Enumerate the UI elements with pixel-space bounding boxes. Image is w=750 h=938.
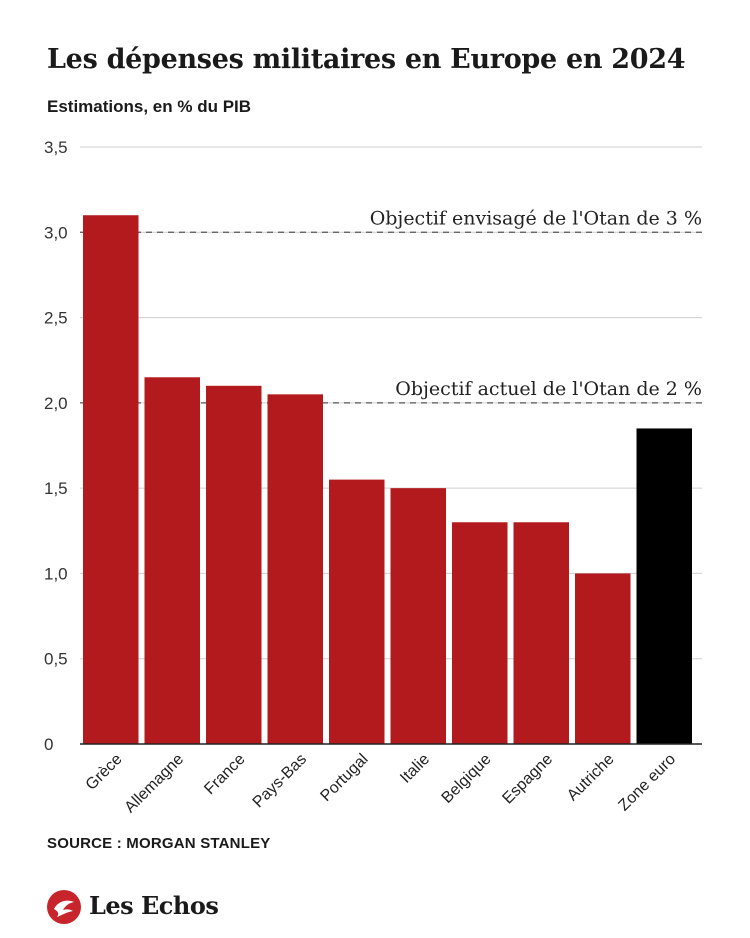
x-tick-label: Pays-Bas (250, 751, 310, 811)
bar (575, 573, 631, 744)
bar (83, 215, 139, 744)
bar (513, 522, 569, 744)
les-echos-logo-icon (47, 890, 81, 924)
bar (206, 385, 262, 744)
y-tick-label: 0,5 (44, 650, 68, 669)
bar-chart: 0 0,5 1,0 1,5 2,0 2,5 3,0 3,5 Objectif envisagé … (44, 138, 702, 817)
bar (267, 394, 323, 744)
y-tick-label: 0 (44, 735, 53, 754)
brand-name: Les Echos (89, 891, 219, 920)
y-tick-label: 1,0 (44, 564, 68, 583)
y-tick-label: 2,0 (44, 394, 68, 413)
y-tick-label: 3,5 (44, 138, 68, 157)
x-tick-label: Zone euro (615, 751, 679, 815)
x-tick-label: Grèce (83, 751, 126, 794)
y-tick-label: 1,5 (44, 479, 68, 498)
reference-line-label: Objectif envisagé de l'Otan de 3 % (370, 207, 702, 229)
y-tick-label: 2,5 (44, 309, 68, 328)
x-tick-label: Espagne (499, 751, 556, 808)
x-tick-label: Italie (397, 751, 433, 787)
reference-line-label: Objectif actuel de l'Otan de 2 % (395, 378, 702, 400)
x-tick-label: France (201, 751, 248, 798)
bar (144, 377, 200, 744)
x-tick-label: Autriche (564, 751, 618, 805)
y-tick-label: 3,0 (44, 223, 68, 242)
source-note: SOURCE : MORGAN STANLEY (47, 835, 271, 852)
x-tick-label: Belgique (439, 751, 495, 807)
x-tick-label: Allemagne (122, 751, 188, 817)
chart-subtitle: Estimations, en % du PIB (47, 97, 252, 116)
chart-title: Les dépenses militaires en Europe en 202… (47, 44, 686, 75)
bar (329, 479, 385, 744)
bar (452, 522, 508, 744)
bar (636, 428, 692, 744)
bar (390, 488, 446, 744)
x-tick-label: Portugal (317, 751, 371, 805)
